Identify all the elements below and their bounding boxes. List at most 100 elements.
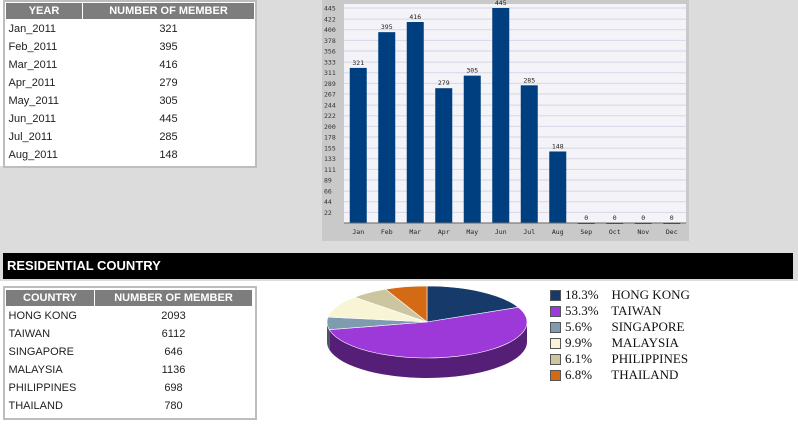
row-value: 646 bbox=[164, 346, 183, 358]
legend-label: HONG KONG bbox=[605, 287, 690, 302]
bar-data-label: 0 bbox=[670, 214, 674, 222]
monthly-bar-chart: 22 44 66 89 111 133 155 178 200 222 244 267 289 311 33… bbox=[324, 0, 686, 236]
bar bbox=[520, 85, 538, 223]
y-tick-label: 111 bbox=[324, 166, 336, 174]
row-value: 698 bbox=[164, 382, 183, 394]
bar bbox=[406, 22, 424, 224]
bar-data-label: 148 bbox=[552, 142, 564, 150]
country-table-row: THAILAND 780 bbox=[6, 397, 253, 415]
legend-swatch bbox=[550, 369, 561, 381]
legend-swatch bbox=[550, 337, 561, 349]
row-label: SINGAPORE bbox=[8, 346, 74, 358]
country-table-row: SINGAPORE 646 bbox=[6, 343, 253, 361]
row-label: TAIWAN bbox=[8, 328, 51, 340]
legend-swatch bbox=[550, 321, 561, 333]
row-value: 285 bbox=[159, 131, 178, 143]
x-tick-label: Nov bbox=[637, 228, 649, 236]
x-tick-label: Mar bbox=[409, 228, 421, 236]
x-tick-label: Sep bbox=[580, 228, 592, 236]
legend-label: SINGAPORE bbox=[605, 319, 685, 334]
row-value: 445 bbox=[159, 113, 178, 125]
y-tick-label: 378 bbox=[324, 37, 336, 45]
pie-slice bbox=[426, 285, 519, 323]
bar-data-label: 321 bbox=[352, 59, 364, 67]
row-value: 1136 bbox=[161, 364, 186, 376]
row-value: 148 bbox=[159, 149, 178, 161]
monthly-table-row: Jun_2011 445 bbox=[6, 110, 255, 128]
monthly-table-row: Aug_2011 148 bbox=[6, 146, 255, 164]
pie-slice-side bbox=[329, 322, 527, 378]
bar bbox=[492, 8, 510, 223]
row-label: Jan_2011 bbox=[8, 23, 57, 35]
row-label: Apr_2011 bbox=[8, 77, 56, 89]
bar-data-label: 416 bbox=[409, 13, 421, 21]
pie-legend: 18.3% HONG KONG 53.3% TAIWAN 5.6% SINGAPOR… bbox=[550, 287, 690, 383]
row-value: 395 bbox=[159, 41, 178, 53]
section-title: RESIDENTIAL COUNTRY bbox=[3, 253, 793, 279]
bar-data-label: 0 bbox=[641, 214, 645, 222]
legend-percent: 18.3% bbox=[565, 287, 599, 302]
y-tick-label: 133 bbox=[324, 155, 336, 163]
column-header-country: COUNTRY bbox=[5, 289, 95, 307]
row-label: MALAYSIA bbox=[8, 364, 63, 376]
x-tick-label: Oct bbox=[609, 228, 621, 236]
monthly-table-row: Apr_2011 279 bbox=[6, 74, 255, 92]
pie-slice bbox=[384, 285, 428, 323]
row-value: 2093 bbox=[161, 310, 186, 322]
y-tick-label: 289 bbox=[324, 80, 336, 88]
row-value: 780 bbox=[164, 400, 183, 412]
legend-label: MALAYSIA bbox=[605, 335, 679, 350]
row-label: Jun_2011 bbox=[8, 113, 57, 125]
y-tick-label: 222 bbox=[324, 112, 336, 120]
y-tick-label: 311 bbox=[324, 69, 336, 77]
y-tick-label: 22 bbox=[324, 209, 332, 217]
row-value: 6112 bbox=[161, 328, 186, 340]
y-tick-label: 356 bbox=[324, 48, 336, 56]
bar-data-label: 395 bbox=[381, 23, 393, 31]
country-table-row: HONG KONG 2093 bbox=[6, 307, 253, 326]
y-tick-label: 333 bbox=[324, 59, 336, 67]
bar bbox=[378, 32, 396, 223]
bar-data-label: 0 bbox=[613, 214, 617, 222]
row-label: May_2011 bbox=[8, 95, 60, 107]
x-tick-label: Jun bbox=[495, 228, 507, 236]
country-table-row: PHILIPPINES 698 bbox=[6, 379, 253, 397]
legend-item: 6.8% THAILAND bbox=[550, 367, 690, 383]
row-label: Aug_2011 bbox=[8, 149, 58, 161]
country-table-frame bbox=[3, 286, 257, 420]
pie-slice bbox=[328, 306, 528, 359]
bar bbox=[549, 151, 567, 223]
column-header-year: YEAR bbox=[5, 2, 83, 20]
row-value: 305 bbox=[159, 95, 178, 107]
y-tick-label: 267 bbox=[324, 91, 336, 99]
monthly-table-row: Mar_2011 416 bbox=[6, 56, 255, 74]
legend-percent: 9.9% bbox=[565, 335, 593, 350]
bar bbox=[463, 75, 481, 224]
legend-item: 18.3% HONG KONG bbox=[550, 287, 690, 303]
y-tick-label: 422 bbox=[324, 16, 336, 24]
plot-area bbox=[344, 4, 686, 223]
legend-label: PHILIPPINES bbox=[605, 351, 689, 366]
y-tick-label: 400 bbox=[324, 26, 336, 34]
bar-data-label: 445 bbox=[495, 0, 507, 7]
legend-swatch bbox=[550, 353, 561, 365]
row-value: 416 bbox=[159, 59, 178, 71]
column-header-number: NUMBER OF MEMBER bbox=[94, 289, 253, 307]
y-tick-label: 200 bbox=[324, 123, 336, 131]
x-tick-label: Dec bbox=[666, 228, 678, 236]
country-table-row: TAIWAN 6112 bbox=[6, 325, 253, 343]
bar bbox=[349, 67, 367, 223]
bar-data-label: 279 bbox=[438, 79, 450, 87]
legend-percent: 6.8% bbox=[565, 367, 593, 382]
x-tick-label: Apr bbox=[438, 228, 450, 236]
row-label: Mar_2011 bbox=[8, 59, 58, 71]
row-label: Jul_2011 bbox=[8, 131, 53, 143]
legend-swatch bbox=[550, 289, 561, 301]
row-label: HONG KONG bbox=[8, 310, 77, 322]
row-label: THAILAND bbox=[8, 400, 63, 412]
bar-data-label: 305 bbox=[466, 67, 478, 75]
x-tick-label: May bbox=[466, 228, 478, 236]
x-tick-label: Jul bbox=[523, 228, 535, 236]
legend-label: THAILAND bbox=[605, 367, 679, 382]
monthly-table-row: May_2011 305 bbox=[6, 92, 255, 110]
